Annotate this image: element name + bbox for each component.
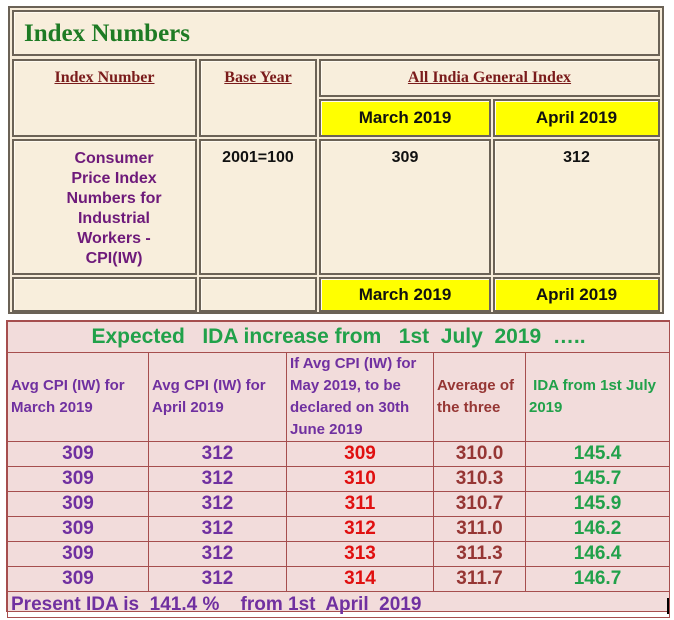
ida-projection-table: Expected IDA increase from 1st July 2019… [6, 320, 671, 618]
header-month-march: March 2019 [319, 99, 491, 137]
cell-march: 309 [7, 441, 149, 467]
cell-average: 311.7 [433, 566, 526, 592]
month-march-label: March 2019 [358, 108, 452, 127]
text-cursor-mark [667, 598, 669, 614]
index-numbers-table: Index Numbers Index Number Base Year All… [8, 6, 664, 314]
table-row: 309 312 309 310.0 145.4 [7, 441, 671, 467]
column-header-average: Average of the three [433, 352, 526, 442]
title-cell: Index Numbers [12, 10, 660, 56]
cell-may: 310 [286, 466, 434, 492]
header-index-number-label: Index Number [54, 69, 155, 86]
cell-average: 311.0 [433, 516, 526, 542]
column-header-may: If Avg CPI (IW) for May 2019, to be decl… [286, 352, 434, 442]
header-index-number: Index Number [12, 59, 197, 137]
cell-april: 312 [148, 491, 287, 517]
cell-april: 312 [148, 466, 287, 492]
header-month-april: April 2019 [493, 99, 660, 137]
cell-may: 313 [286, 541, 434, 567]
cell-may: 314 [286, 566, 434, 592]
index-name-cell: Consumer Price Index Numbers for Industr… [12, 139, 197, 275]
cell-ida: 146.2 [524, 516, 671, 542]
cell-may: 311 [286, 491, 434, 517]
cell-ida: 146.7 [524, 566, 671, 592]
header-base-year: Base Year [199, 59, 317, 137]
table-row: 309 312 310 310.3 145.7 [7, 466, 671, 492]
cell-ida: 145.9 [524, 491, 671, 517]
cell-ida: 145.7 [524, 466, 671, 492]
present-ida-note: Present IDA is 141.4 % from 1st April 20… [6, 591, 671, 618]
cell-march: 309 [7, 566, 149, 592]
cell-march: 309 [7, 466, 149, 492]
table-row: 309 312 313 311.3 146.4 [7, 541, 671, 567]
table-row: 309 312 314 311.7 146.7 [7, 566, 671, 592]
cell-may: 312 [286, 516, 434, 542]
april-value: 312 [563, 149, 590, 166]
cell-average: 310.7 [433, 491, 526, 517]
cell-ida: 146.4 [524, 541, 671, 567]
cell-ida: 145.4 [524, 441, 671, 467]
cell-march: 309 [7, 516, 149, 542]
cell-april: 312 [148, 516, 287, 542]
header-base-year-label: Base Year [224, 69, 292, 86]
table-row: 309 312 312 311.0 146.2 [7, 516, 671, 542]
column-header-ida: IDA from 1st July 2019 [524, 352, 671, 442]
cell-average: 310.0 [433, 441, 526, 467]
footer-month-april: April 2019 [493, 277, 660, 312]
column-header-april: Avg CPI (IW) for April 2019 [148, 352, 287, 442]
cell-april: 312 [148, 566, 287, 592]
march-value-cell: 309 [319, 139, 491, 275]
page-title: Index Numbers [24, 20, 190, 47]
empty-cell [199, 277, 317, 312]
base-year-value: 2001=100 [222, 149, 294, 166]
cell-may: 309 [286, 441, 434, 467]
empty-cell [12, 277, 197, 312]
header-all-india-label: All India General Index [407, 69, 572, 86]
cell-march: 309 [7, 541, 149, 567]
footer-month-april-label: April 2019 [535, 285, 618, 304]
ida-table-title: Expected IDA increase from 1st July 2019… [6, 321, 671, 353]
table-row: 309 312 311 310.7 145.9 [7, 491, 671, 517]
index-name: Consumer Price Index Numbers for Industr… [66, 150, 162, 267]
cell-april: 312 [148, 441, 287, 467]
column-header-march: Avg CPI (IW) for March 2019 [7, 352, 149, 442]
cell-average: 310.3 [433, 466, 526, 492]
cell-april: 312 [148, 541, 287, 567]
cell-average: 311.3 [433, 541, 526, 567]
march-value: 309 [391, 149, 419, 166]
month-april-label: April 2019 [535, 108, 618, 127]
header-all-india: All India General Index [319, 59, 660, 97]
footer-month-march-label: March 2019 [358, 285, 452, 304]
footer-month-march: March 2019 [319, 277, 491, 312]
cell-march: 309 [7, 491, 149, 517]
base-year-cell: 2001=100 [199, 139, 317, 275]
april-value-cell: 312 [493, 139, 660, 275]
